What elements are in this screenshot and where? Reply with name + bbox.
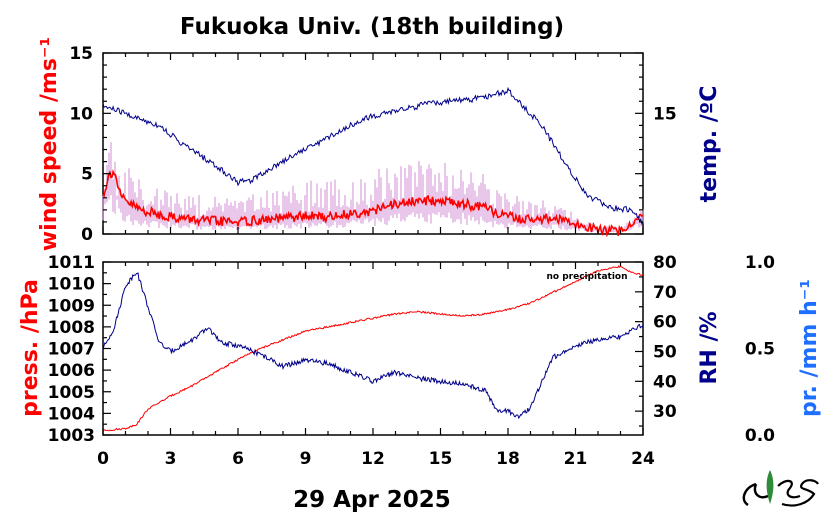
hour-tick-label: 24: [631, 449, 655, 469]
institution-logo: [742, 470, 819, 507]
pressure-tick-label: 1009: [48, 296, 95, 316]
humidity-tick-label: 60: [653, 313, 677, 333]
humidity-tick-label: 50: [653, 342, 677, 362]
pressure-tick-label: 1005: [48, 383, 95, 403]
temperature-tick-label: 15: [653, 104, 677, 124]
top-panel: 0 5 10 15 15: [69, 44, 676, 245]
pressure-tick-label: 1007: [48, 340, 95, 360]
temperature-axis-label: temp. /ºC: [697, 86, 722, 203]
humidity-line: [102, 272, 644, 420]
precipitation-tick-label: 1.0: [745, 253, 775, 273]
pressure-tick-label: 1011: [48, 253, 95, 273]
humidity-axis-label: RH /%: [697, 311, 722, 384]
wind-tick-label: 15: [69, 44, 93, 64]
pressure-tick-label: 1006: [48, 361, 95, 381]
pressure-tick-label: 1004: [48, 404, 95, 424]
pressure-axis-label: press. /hPa: [18, 279, 43, 417]
wind-speed-series: [102, 168, 644, 238]
precipitation-axis-label: pr. /mm h⁻¹: [797, 279, 822, 417]
date-label: 29 Apr 2025: [293, 487, 451, 513]
chart-title: Fukuoka Univ. (18th building): [180, 14, 564, 40]
humidity-series: [102, 272, 644, 420]
hour-tick-label: 0: [97, 449, 109, 469]
humidity-tick-label: 30: [653, 402, 677, 422]
hour-tick-label: 15: [429, 449, 453, 469]
wind-tick-label: 10: [69, 104, 93, 124]
temperature-line: [102, 86, 644, 225]
precipitation-tick-label: 0.5: [745, 340, 775, 360]
wind-speed-line: [102, 168, 644, 238]
wind-tick-label: 0: [81, 225, 93, 245]
hour-tick-label: 6: [232, 449, 244, 469]
pressure-tick-label: 1010: [48, 275, 95, 295]
hour-tick-label: 21: [564, 449, 588, 469]
pressure-line: [102, 264, 644, 432]
humidity-tick-label: 70: [653, 283, 677, 303]
hour-tick-label: 3: [165, 449, 177, 469]
humidity-tick-label: 80: [653, 253, 677, 273]
wind-tick-label: 5: [81, 165, 93, 185]
pressure-tick-label: 1008: [48, 318, 95, 338]
temperature-series: [102, 86, 644, 225]
pressure-tick-label: 1003: [48, 426, 95, 446]
pressure-series: [102, 264, 644, 432]
hour-tick-label: 18: [496, 449, 520, 469]
hour-tick-label: 9: [300, 449, 312, 469]
humidity-tick-label: 40: [653, 372, 677, 392]
precipitation-tick-label: 0.0: [745, 426, 775, 446]
wind-speed-axis-label: wind speed /ms⁻¹: [37, 37, 62, 251]
hour-tick-label: 12: [361, 449, 385, 469]
precipitation-note: no precipitation: [546, 272, 627, 282]
